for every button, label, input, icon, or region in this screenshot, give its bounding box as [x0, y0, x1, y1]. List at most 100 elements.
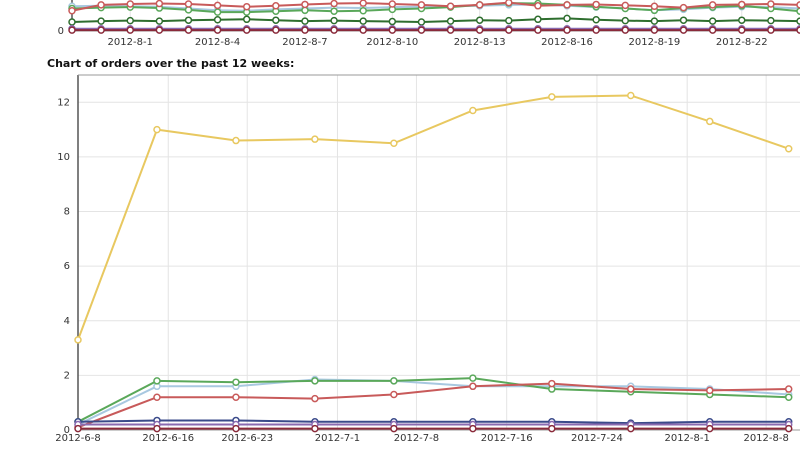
point: [390, 139, 398, 148]
point: [767, 0, 775, 8]
series-line: [77, 382, 789, 429]
point: [784, 424, 793, 433]
point: [155, 0, 164, 8]
point: [301, 0, 309, 9]
x-tick-label: 2012-8-7: [282, 37, 327, 48]
point: [417, 26, 426, 34]
point: [706, 424, 714, 433]
point: [359, 0, 367, 7]
point: [505, 16, 513, 25]
point: [153, 424, 161, 433]
x-tick-label: 2012-8-16: [541, 37, 593, 48]
point: [563, 14, 571, 23]
point: [796, 1, 800, 9]
point: [330, 7, 338, 15]
point: [796, 7, 800, 15]
point: [301, 26, 309, 34]
x-tick-label: 2012-8-8: [743, 433, 788, 444]
point: [796, 26, 800, 34]
point: [213, 26, 222, 34]
point: [68, 18, 76, 26]
point: [126, 16, 134, 25]
point: [650, 26, 659, 34]
y-tick-label: 0: [64, 425, 70, 436]
point: [311, 377, 319, 385]
point: [301, 17, 309, 25]
point: [74, 336, 82, 344]
point: [650, 17, 659, 25]
point: [784, 144, 793, 153]
y-tick-label: 6: [64, 261, 70, 272]
x-tick-label: 2012-7-24: [571, 433, 623, 444]
y-tick-label: 8: [64, 207, 70, 218]
point: [505, 0, 513, 7]
point: [311, 135, 319, 143]
point: [592, 26, 600, 34]
point: [242, 26, 251, 34]
series-line: [71, 1, 800, 12]
point: [126, 0, 134, 8]
x-tick-label: 2012-8-22: [716, 37, 768, 48]
x-tick-label: 2012-8-1: [664, 433, 709, 444]
point: [97, 26, 105, 34]
x-tick-label: 2012-8-19: [629, 37, 681, 48]
point: [767, 16, 775, 25]
series-line: [77, 378, 789, 426]
point: [796, 17, 800, 25]
point: [232, 424, 240, 433]
point: [153, 393, 161, 401]
point: [359, 7, 367, 15]
point: [679, 26, 688, 34]
series-line: [71, 2, 800, 14]
point: [592, 16, 600, 24]
point: [767, 26, 775, 34]
point: [784, 385, 793, 393]
point: [627, 385, 635, 393]
series-line: [77, 419, 789, 425]
x-tick-label: 2012-8-1: [108, 37, 153, 48]
point: [534, 2, 542, 10]
point: [650, 2, 659, 10]
point: [242, 2, 251, 11]
point: [446, 17, 455, 25]
point: [390, 424, 398, 433]
x-tick-label: 2012-6-8: [55, 433, 100, 444]
point: [738, 16, 746, 24]
point: [213, 8, 222, 16]
point: [330, 0, 338, 8]
point: [621, 16, 630, 25]
point: [708, 26, 717, 34]
point: [68, 26, 76, 34]
point: [390, 377, 398, 385]
point: [475, 26, 484, 34]
point: [272, 2, 280, 10]
point: [563, 1, 571, 9]
point: [548, 424, 556, 433]
point: [469, 374, 477, 382]
point: [446, 26, 455, 34]
x-tick-label: 2012-8-4: [195, 37, 240, 48]
x-tick-label: 2012-8-13: [454, 37, 506, 48]
point: [475, 1, 484, 9]
x-tick-label: 2012-7-8: [394, 433, 439, 444]
point: [621, 26, 630, 34]
y-tick-label: 12: [57, 97, 70, 108]
point: [563, 26, 571, 34]
point: [784, 393, 793, 401]
point: [155, 26, 164, 34]
x-tick-label: 2012-6-23: [221, 433, 273, 444]
point: [592, 0, 600, 9]
series-line: [77, 377, 789, 423]
point: [153, 377, 161, 385]
point: [417, 1, 426, 9]
y-tick-label: 0: [58, 26, 64, 37]
point: [738, 0, 746, 9]
point: [126, 26, 134, 34]
point: [330, 26, 338, 34]
point: [330, 16, 338, 25]
x-tick-label: 2012-8-10: [366, 37, 418, 48]
point: [417, 18, 426, 26]
point: [708, 1, 717, 9]
x-tick-label: 2012-7-1: [315, 433, 360, 444]
